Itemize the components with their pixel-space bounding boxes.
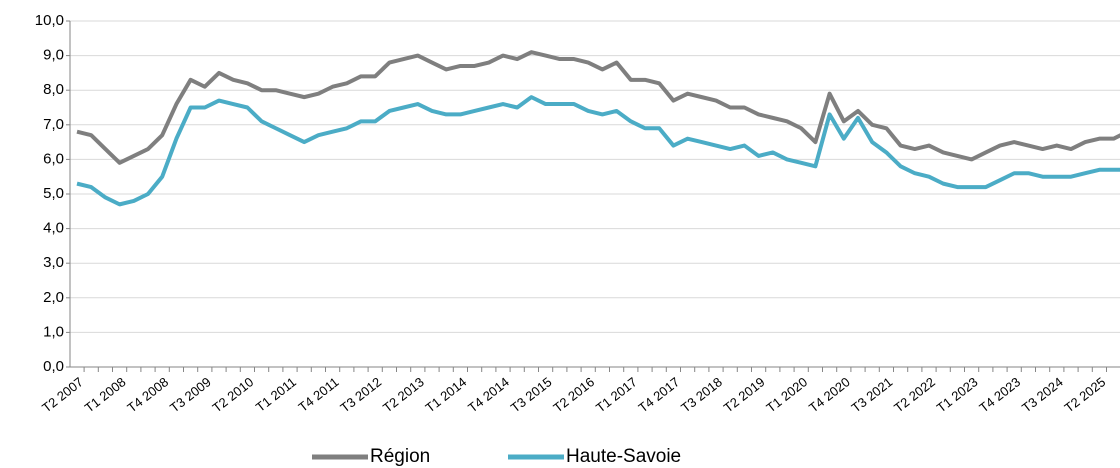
y-tick-label: 4,0 [43,220,64,237]
y-tick-label: 8,0 [43,81,64,98]
y-tick-label: 0,0 [43,358,64,375]
x-tick-label: T4 2014 [465,374,512,415]
x-tick-label: T2 2007 [39,374,86,415]
y-tick-label: 3,0 [43,254,64,271]
x-tick-label: T4 2011 [295,374,341,415]
x-tick-label: T3 2021 [849,374,896,415]
x-tick-label: T3 2009 [167,374,214,415]
x-tick-label: T4 2008 [124,374,171,415]
y-tick-label: 5,0 [43,185,64,202]
x-tick-label: T2 2013 [380,374,427,415]
y-tick-label: 6,0 [43,150,64,167]
x-tick-label: T2 2022 [891,374,938,415]
y-tick-label: 1,0 [43,323,64,340]
x-tick-label: T3 2015 [508,374,555,415]
x-tick-label: T2 2010 [210,374,257,415]
x-tick-label: T1 2008 [82,374,129,415]
series-line [76,95,1120,207]
x-tick-label: T1 2017 [593,374,640,415]
x-tick-label: T3 2012 [337,374,384,415]
legend-label: Haute-Savoie [566,446,681,467]
y-tick-label: 9,0 [43,47,64,64]
y-tick-label: 10,0 [35,12,64,29]
legend-label: Région [370,446,430,467]
x-tick-label: T3 2018 [678,374,725,415]
x-tick-label: T3 2024 [1019,374,1066,415]
series-line [76,50,1120,165]
x-tick-label: T1 2011 [253,374,299,415]
x-tick-label: T1 2023 [934,374,981,415]
x-tick-label: T4 2017 [636,374,683,415]
x-tick-label: T2 2016 [550,374,597,415]
y-tick-label: 7,0 [43,116,64,133]
x-tick-label: T2 2025 [1062,374,1109,415]
x-tick-label: T4 2023 [976,374,1023,415]
x-tick-label: T4 2020 [806,374,853,415]
x-tick-label: T2 2019 [721,374,768,415]
x-tick-label: T1 2020 [763,374,810,415]
x-tick-label: T1 2014 [423,374,470,415]
y-tick-label: 2,0 [43,289,64,306]
